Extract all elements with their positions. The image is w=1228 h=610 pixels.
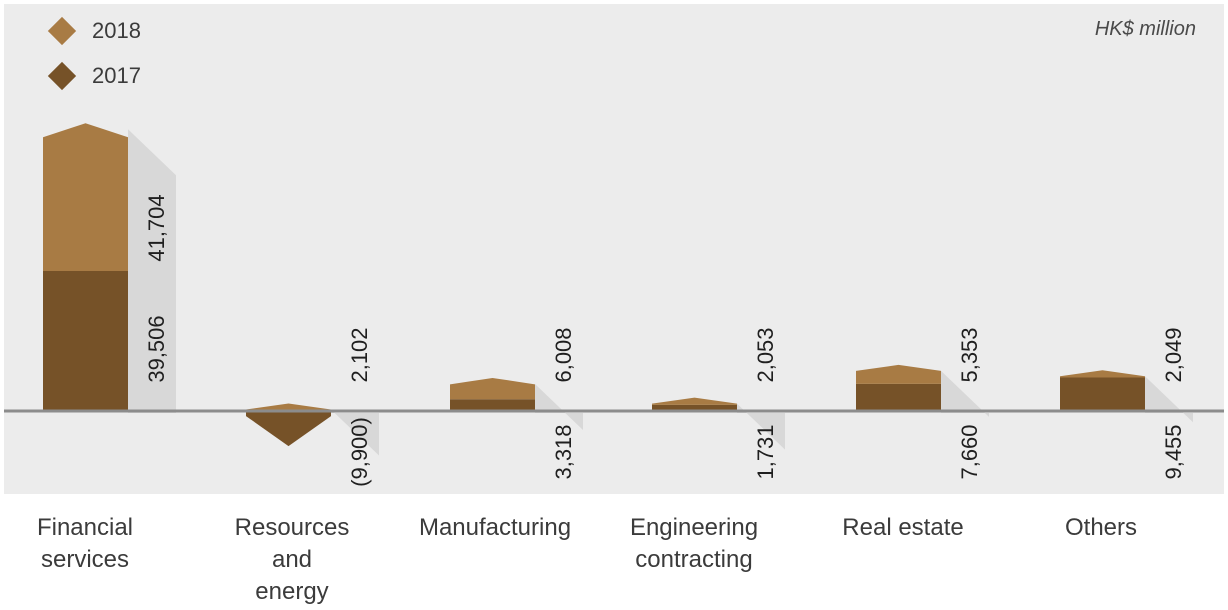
data-label-2018-resources-and-energy: 2,102: [347, 327, 372, 382]
legend-label-2017: 2017: [92, 63, 141, 88]
shadow-financial-services: [128, 129, 198, 413]
data-label-2018-others: 2,049: [1161, 327, 1186, 382]
bar-2018-resources-and-energy: [246, 403, 331, 411]
bar-2017-manufacturing: [450, 399, 535, 411]
bar-2018-manufacturing: [450, 377, 535, 400]
data-label-2017-others: 9,455: [1161, 424, 1186, 479]
data-label-2017-financial-services: 39,506: [144, 315, 169, 382]
bar-2018-financial-services: [43, 123, 128, 271]
bar-2017-resources-and-energy: [246, 411, 331, 447]
data-label-2018-real-estate: 5,353: [957, 327, 982, 382]
bar-2018-real-estate: [856, 364, 941, 384]
category-label-engineering-contracting: Engineering contracting: [629, 514, 759, 573]
shadow-resources-and-energy: [331, 409, 401, 456]
data-label-2018-manufacturing: 6,008: [551, 327, 576, 382]
data-label-2017-manufacturing: 3,318: [551, 424, 576, 479]
category-label-real-estate: Real estate: [842, 514, 964, 541]
legend-swatch-2018: [47, 16, 77, 46]
unit-label: HK$ million: [1094, 18, 1196, 40]
data-label-2018-engineering-contracting: 2,053: [753, 327, 778, 382]
shadow-real-estate: [941, 370, 1011, 417]
data-label-2017-real-estate: 7,660: [957, 424, 982, 479]
plot-background: [4, 4, 1224, 494]
data-label-2018-financial-services: 41,704: [144, 194, 169, 261]
data-label-2017-resources-and-energy: (9,900): [347, 417, 372, 487]
shadow-engineering-contracting: [737, 403, 807, 450]
bar-2017-financial-services: [43, 271, 128, 411]
bar-2017-real-estate: [856, 383, 941, 411]
category-label-manufacturing: Manufacturing: [418, 514, 572, 541]
data-label-2017-engineering-contracting: 1,731: [753, 424, 778, 479]
bar-2018-others: [1060, 370, 1145, 378]
shadow-manufacturing: [535, 383, 605, 430]
bar-2017-others: [1060, 377, 1145, 411]
category-label-others: Others: [1064, 514, 1138, 541]
category-label-financial-services: Financial services: [36, 514, 134, 573]
category-label-resources-and-energy: Resources and energy: [234, 514, 350, 605]
legend-item-2017: 2017: [47, 61, 141, 91]
bar-2017-engineering-contracting: [652, 404, 737, 411]
bar-2018-engineering-contracting: [652, 397, 737, 405]
legend-item-2018: 2018: [47, 16, 141, 46]
legend-label-2018: 2018: [92, 18, 141, 43]
legend-swatch-2017: [47, 61, 77, 91]
